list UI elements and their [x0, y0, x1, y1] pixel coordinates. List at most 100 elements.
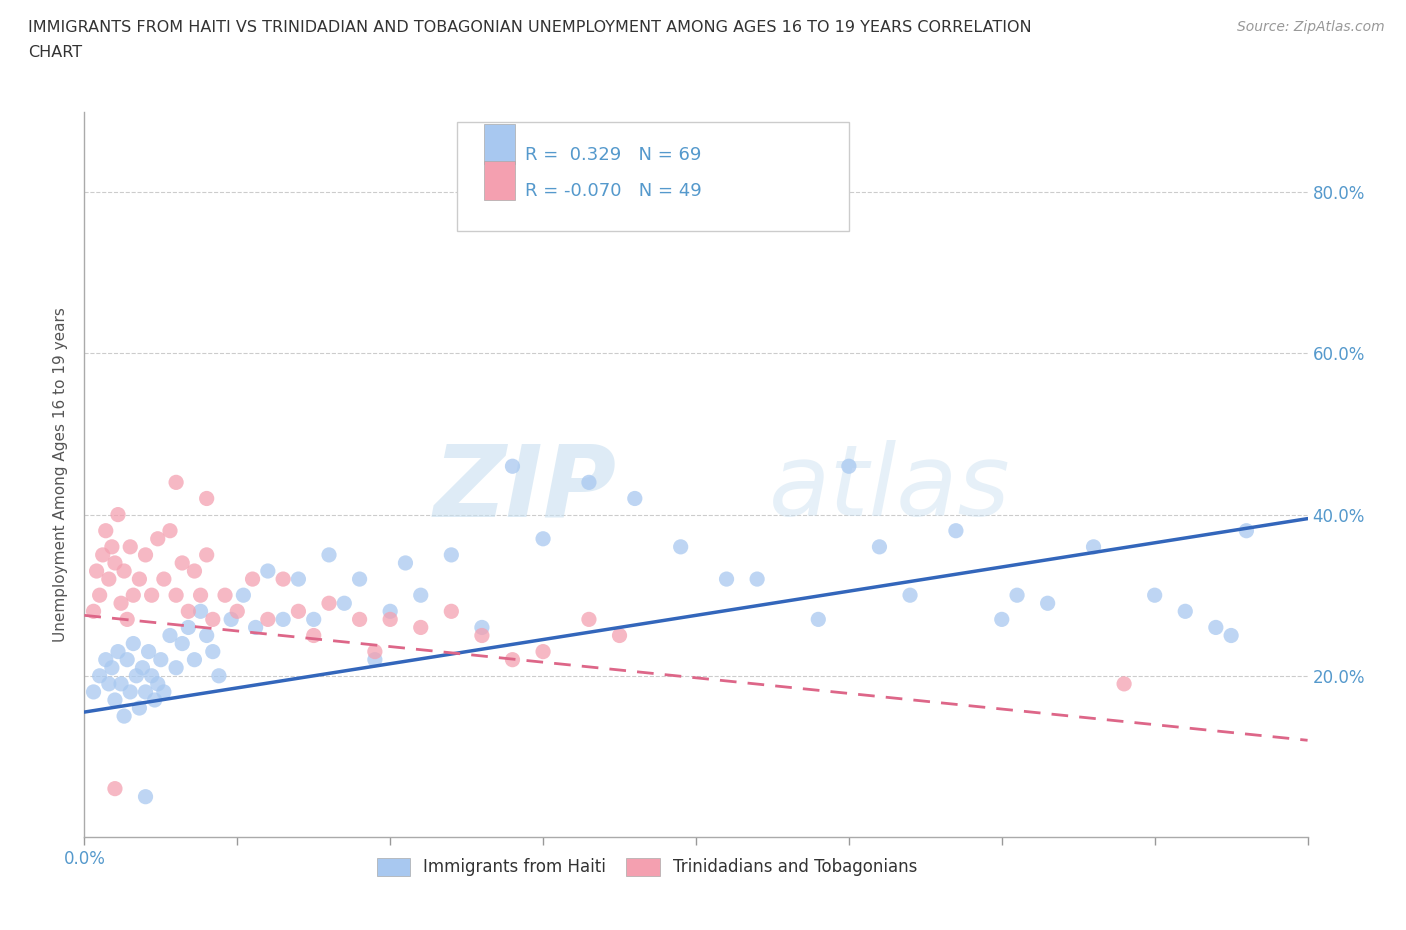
Point: [380, 612, 402, 627]
Point: [471, 628, 494, 643]
Text: IMMIGRANTS FROM HAITI VS TRINIDADIAN AND TOBAGONIAN UNEMPLOYMENT AMONG AGES 16 T: IMMIGRANTS FROM HAITI VS TRINIDADIAN AND…: [28, 20, 1032, 35]
Point: [146, 676, 169, 691]
FancyBboxPatch shape: [484, 125, 515, 165]
Point: [104, 555, 127, 570]
Point: [159, 628, 181, 643]
Point: [110, 676, 132, 691]
Point: [141, 669, 163, 684]
Point: [153, 684, 176, 699]
Point: [165, 588, 187, 603]
Point: [1083, 539, 1105, 554]
Point: [143, 693, 166, 708]
Point: [128, 572, 150, 587]
Point: [502, 458, 524, 473]
Point: [409, 588, 432, 603]
Point: [226, 604, 249, 618]
Point: [128, 700, 150, 715]
Point: [135, 548, 157, 563]
Point: [380, 604, 402, 618]
Point: [394, 555, 416, 570]
Point: [245, 620, 267, 635]
Point: [440, 604, 463, 618]
Point: [115, 612, 138, 627]
Point: [195, 491, 218, 506]
Point: [153, 572, 176, 587]
Point: [97, 676, 120, 691]
Point: [257, 564, 280, 578]
Point: [131, 660, 153, 675]
Point: [195, 628, 218, 643]
Point: [120, 684, 142, 699]
Point: [302, 628, 325, 643]
Text: Source: ZipAtlas.com: Source: ZipAtlas.com: [1237, 20, 1385, 34]
Point: [94, 524, 117, 538]
Point: [190, 588, 212, 603]
Point: [1005, 588, 1028, 603]
Point: [125, 669, 148, 684]
Point: [112, 709, 135, 724]
Point: [502, 652, 524, 667]
Point: [1236, 524, 1258, 538]
Point: [86, 564, 108, 578]
Point: [440, 548, 463, 563]
Point: [1220, 628, 1243, 643]
Point: [531, 644, 554, 659]
Point: [135, 684, 157, 699]
Point: [945, 524, 967, 538]
FancyBboxPatch shape: [457, 123, 849, 232]
Point: [257, 612, 280, 627]
Point: [214, 588, 236, 603]
Point: [94, 652, 117, 667]
Point: [122, 588, 145, 603]
Point: [89, 669, 111, 684]
Point: [624, 491, 647, 506]
Point: [669, 539, 692, 554]
Point: [219, 612, 242, 627]
Text: R = -0.070   N = 49: R = -0.070 N = 49: [524, 182, 702, 200]
Point: [1036, 596, 1059, 611]
Point: [609, 628, 631, 643]
Y-axis label: Unemployment Among Ages 16 to 19 years: Unemployment Among Ages 16 to 19 years: [53, 307, 69, 642]
Point: [195, 548, 218, 563]
Point: [138, 644, 160, 659]
Point: [271, 572, 294, 587]
Point: [807, 612, 830, 627]
Point: [1114, 676, 1136, 691]
Point: [242, 572, 264, 587]
Point: [177, 604, 200, 618]
Point: [349, 612, 371, 627]
Legend: Immigrants from Haiti, Trinidadians and Tobagonians: Immigrants from Haiti, Trinidadians and …: [370, 851, 924, 884]
Point: [177, 620, 200, 635]
Point: [104, 693, 127, 708]
Point: [1174, 604, 1197, 618]
Point: [115, 652, 138, 667]
Point: [165, 660, 187, 675]
Point: [141, 588, 163, 603]
FancyBboxPatch shape: [484, 161, 515, 201]
Point: [271, 612, 294, 627]
Point: [149, 652, 172, 667]
Text: CHART: CHART: [28, 45, 82, 60]
Point: [107, 507, 129, 522]
Point: [991, 612, 1014, 627]
Point: [107, 644, 129, 659]
Point: [318, 548, 340, 563]
Point: [83, 604, 105, 618]
Point: [287, 604, 309, 618]
Point: [89, 588, 111, 603]
Point: [531, 531, 554, 546]
Text: ZIP: ZIP: [433, 440, 616, 538]
Point: [201, 612, 224, 627]
Point: [578, 475, 600, 490]
Point: [91, 548, 114, 563]
Point: [183, 652, 205, 667]
Point: [898, 588, 921, 603]
Point: [101, 539, 124, 554]
Point: [364, 644, 387, 659]
Point: [112, 564, 135, 578]
Point: [104, 781, 127, 796]
Point: [208, 669, 231, 684]
Point: [1205, 620, 1227, 635]
Point: [120, 539, 142, 554]
Point: [471, 620, 494, 635]
